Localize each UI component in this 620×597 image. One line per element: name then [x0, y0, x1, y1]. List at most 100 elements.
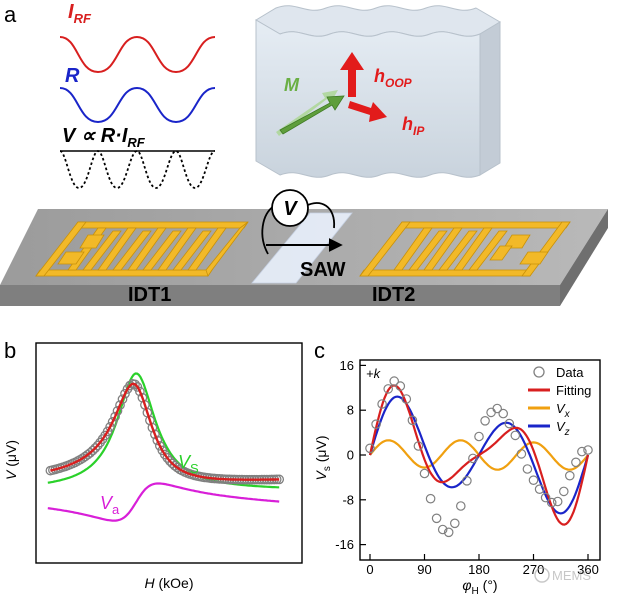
irf-wave — [59, 35, 216, 74]
panel-a-label: a — [4, 2, 17, 27]
data-point — [365, 443, 375, 454]
m-label: M — [284, 75, 300, 95]
data-point — [552, 496, 563, 507]
vs-label: VS — [178, 452, 199, 476]
data-point — [107, 417, 118, 427]
data-point — [504, 418, 515, 429]
r-label: R — [65, 65, 80, 87]
legend-label: Fitting — [556, 383, 591, 398]
data-point — [486, 407, 496, 418]
v-prop-label: V ∝ R·IRF — [62, 125, 146, 150]
panel-a: a IRF R V ∝ R·IRF M hOOP hIP — [0, 1, 608, 306]
data-point — [413, 441, 424, 451]
data-point — [455, 501, 466, 511]
voltmeter — [271, 189, 309, 227]
idt2 — [359, 221, 571, 277]
y-tick-label: 8 — [347, 403, 354, 418]
data-point — [443, 527, 454, 538]
y-tick-label: 16 — [340, 358, 354, 373]
h-oop-label: hOOP — [374, 66, 413, 90]
panel-b-curves — [45, 372, 285, 522]
saw-label: SAW — [300, 259, 346, 281]
x-tick-label: 180 — [468, 562, 490, 577]
data-point — [498, 408, 508, 419]
data-point — [125, 380, 135, 391]
x-tick-label: 360 — [577, 562, 599, 577]
data-point — [162, 453, 173, 463]
idt1 — [35, 221, 249, 277]
data-point — [480, 415, 490, 426]
data-point — [401, 394, 412, 404]
data-point — [152, 435, 163, 446]
x-tick-label: 270 — [523, 562, 545, 577]
legend-label: Data — [556, 365, 584, 380]
data-point — [90, 443, 101, 453]
data-point — [571, 457, 581, 468]
watermark: MEMS — [534, 567, 591, 583]
data-point — [110, 411, 120, 422]
data-point — [377, 399, 387, 409]
film-strip — [251, 212, 353, 284]
panel-c: c +k Vs (μV) φH (°) 0 90 180 270 360 16 8 0 -8 -1… — [313, 338, 601, 597]
idt2-label: IDT2 — [372, 284, 415, 306]
data-point — [371, 419, 381, 429]
data-point — [120, 388, 130, 399]
data-point — [132, 382, 143, 392]
panel-c-curves — [365, 376, 593, 538]
data-point — [135, 386, 145, 397]
data-point — [87, 445, 98, 456]
legend-label: Vz — [556, 419, 570, 438]
data-point — [425, 493, 436, 504]
h-ip-label: hIP — [402, 114, 425, 138]
v-dotted-wave — [59, 150, 216, 189]
data-point — [534, 484, 545, 494]
panel-b-ylabel: V (μV) — [3, 440, 19, 480]
data-point — [522, 464, 533, 474]
h-oop-arrow — [340, 52, 364, 97]
x-tick-label: 90 — [417, 562, 431, 577]
data-point — [395, 381, 406, 391]
r-wave — [59, 86, 216, 124]
data-point — [437, 524, 448, 535]
va-curve — [47, 482, 280, 522]
data-point — [389, 376, 399, 386]
data-point — [474, 431, 484, 442]
data-point — [492, 403, 502, 414]
data-point — [407, 415, 418, 426]
panel-c-ylabel: Vs (μV) — [313, 436, 333, 481]
vector-arrows: M hOOP hIP — [276, 52, 425, 138]
data-point — [172, 462, 183, 473]
h-ip-arrow — [348, 101, 387, 122]
panel-b: b V (μV) H (kOe) VS Va — [3, 338, 303, 591]
data-point — [516, 449, 527, 459]
watermark-text: MEMS — [552, 568, 591, 583]
data-point — [528, 475, 539, 485]
panel-b-xlabel: H (kOe) — [144, 575, 193, 591]
panel-c-annotation: +k — [366, 366, 382, 381]
data-point — [174, 464, 185, 475]
data-point — [462, 475, 472, 486]
data-point — [154, 440, 165, 451]
vs-curve — [47, 372, 280, 489]
data-point — [383, 384, 393, 394]
data-point — [115, 400, 125, 410]
data-point — [583, 445, 593, 455]
data-point — [558, 486, 569, 497]
data-point — [419, 468, 430, 479]
y-tick-label: -16 — [335, 537, 354, 552]
data-point — [540, 492, 551, 503]
data-point — [164, 456, 175, 466]
panel-b-frame — [35, 342, 303, 564]
panel-c-xlabel: φH (°) — [462, 577, 497, 597]
data-point — [112, 406, 123, 416]
panel-c-label: c — [314, 338, 325, 363]
data-point — [147, 422, 158, 433]
data-point — [546, 497, 557, 508]
y-tick-label: -8 — [342, 492, 354, 507]
panel-c-frame — [359, 359, 601, 561]
panel-b-label: b — [4, 338, 16, 363]
fit-curve — [50, 382, 280, 481]
